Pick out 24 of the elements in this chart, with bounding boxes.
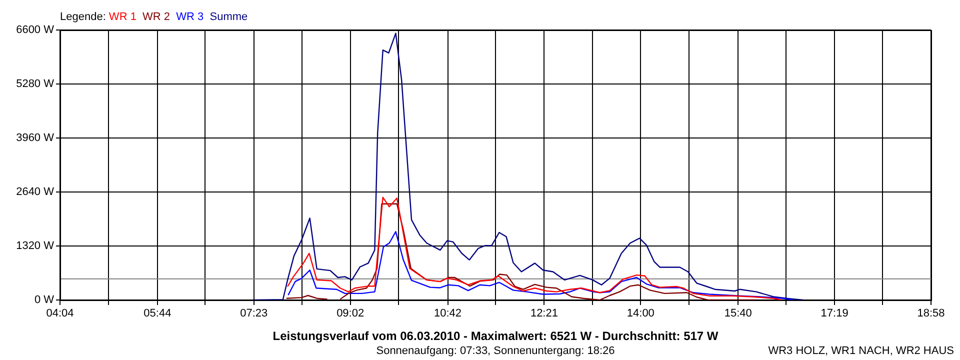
x-tick-label: 18:58 (917, 308, 945, 320)
x-tick-label: 04:04 (46, 308, 74, 320)
y-tick-label: 0 W (34, 294, 55, 306)
text: WR 2 (142, 11, 176, 23)
x-tick-label: 05:44 (144, 308, 172, 320)
y-tick-label: 2640 W (16, 186, 55, 198)
x-tick-label: 09:02 (336, 308, 364, 320)
text: Summe (210, 11, 254, 23)
x-tick-label: 15:40 (724, 308, 752, 320)
text: WR3 HOLZ, WR1 NACH, WR2 HAUS (768, 345, 954, 357)
y-tick-label: 3960 W (16, 132, 55, 144)
x-tick-label: 07:23 (240, 308, 268, 320)
x-tick-label: 12:21 (530, 308, 558, 320)
x-tick-label: 10:42 (434, 308, 462, 320)
text: Leistungsverlauf vom 06.03.2010 - Maximalwert: 6521 W - Durchschnitt: 517 W (272, 329, 719, 343)
x-tick-label: 17:19 (820, 308, 848, 320)
x-tick-label: 14:00 (626, 308, 654, 320)
y-tick-label: 1320 W (16, 240, 55, 252)
text: WR 1 (108, 11, 143, 23)
legend-title: Legende: (60, 11, 109, 23)
text: WR 3 (176, 11, 210, 23)
y-tick-label: 6600 W (16, 24, 55, 36)
text: Sonnenaufgang: 07:33, Sonnenuntergang: 18:26 (376, 345, 615, 357)
y-tick-label: 5280 W (16, 78, 55, 90)
